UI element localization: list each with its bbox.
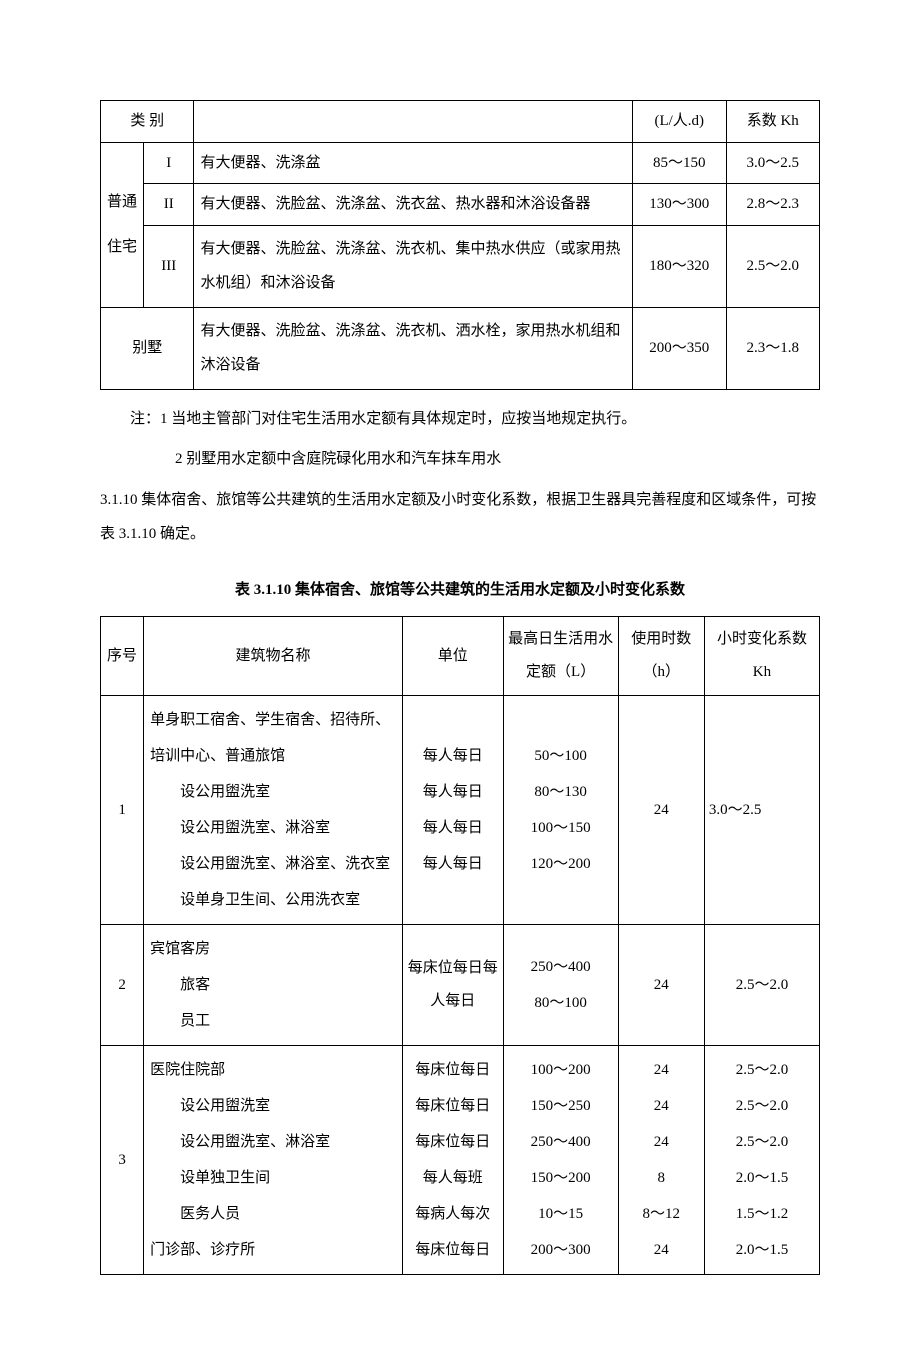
villa-label: 别墅 <box>101 307 194 389</box>
building-names: 医院住院部 设公用盥洗室 设公用盥洗室、淋浴室 设单独卫生间 医务人员 门诊部、… <box>144 1046 403 1275</box>
quota-cell: 130～300 <box>633 184 726 226</box>
header-quota: (L/人.d) <box>633 101 726 143</box>
quota-cell: 250～400 80～100 <box>503 925 618 1046</box>
header-kh: 系数 Kh <box>726 101 819 143</box>
kh-cell: 2.8～2.3 <box>726 184 819 226</box>
hours-cell: 24 <box>618 696 704 925</box>
table-2-title: 表 3.1.10 集体宿舍、旅馆等公共建筑的生活用水定额及小时变化系数 <box>100 576 820 605</box>
header-no: 序号 <box>101 617 144 696</box>
kh-cell: 2.5～2.0 <box>704 925 819 1046</box>
hours-cell: 24 <box>618 925 704 1046</box>
table-row: 普通住宅 I 有大便器、洗涤盆 85～150 3.0～2.5 <box>101 142 820 184</box>
unit-cell: 每床位每日 每床位每日 每床位每日 每人每班 每病人每次 每床位每日 <box>402 1046 503 1275</box>
note-1: 注：1 当地主管部门对住宅生活用水定额有具体规定时，应按当地规定执行。 <box>100 402 820 437</box>
quota-cell: 200～350 <box>633 307 726 389</box>
header-category: 类 别 <box>101 101 194 143</box>
level-cell: II <box>144 184 194 226</box>
kh-cell: 3.0～2.5 <box>704 696 819 925</box>
kh-cell: 2.5～2.0 <box>726 225 819 307</box>
quota-cell: 100～200 150～250 250～400 150～200 10～15 20… <box>503 1046 618 1275</box>
header-hours: 使用时数（h） <box>618 617 704 696</box>
desc-cell: 有大便器、洗脸盆、洗涤盆、洗衣机、洒水栓，家用热水机组和沐浴设备 <box>194 307 633 389</box>
kh-cell: 2.3～1.8 <box>726 307 819 389</box>
row-no: 2 <box>101 925 144 1046</box>
header-kh: 小时变化系数 Kh <box>704 617 819 696</box>
level-cell: III <box>144 225 194 307</box>
desc-cell: 有大便器、洗脸盆、洗涤盆、洗衣机、集中热水供应（或家用热水机组）和沐浴设备 <box>194 225 633 307</box>
group-label: 普通住宅 <box>101 142 144 307</box>
row-no: 3 <box>101 1046 144 1275</box>
table-row: II 有大便器、洗脸盆、洗涤盆、洗衣盆、热水器和沐浴设备器 130～300 2.… <box>101 184 820 226</box>
table-residential-water-quota: 类 别 (L/人.d) 系数 Kh 普通住宅 I 有大便器、洗涤盆 85～150… <box>100 100 820 390</box>
row-no: 1 <box>101 696 144 925</box>
building-names: 单身职工宿舍、学生宿舍、招待所、 培训中心、普通旅馆 设公用盥洗室 设公用盥洗室… <box>144 696 403 925</box>
hours-cell: 24 24 24 8 8～12 24 <box>618 1046 704 1275</box>
quota-cell: 50～100 80～130 100～150 120～200 <box>503 696 618 925</box>
table-row: III 有大便器、洗脸盆、洗涤盆、洗衣机、集中热水供应（或家用热水机组）和沐浴设… <box>101 225 820 307</box>
table-row: 2 宾馆客房 旅客 员工 每床位每日每人每日 250～400 80～100 24… <box>101 925 820 1046</box>
table-header-row: 序号 建筑物名称 单位 最高日生活用水定额（L） 使用时数（h） 小时变化系数 … <box>101 617 820 696</box>
header-unit: 单位 <box>402 617 503 696</box>
table-public-building-water-quota: 序号 建筑物名称 单位 最高日生活用水定额（L） 使用时数（h） 小时变化系数 … <box>100 616 820 1275</box>
header-desc <box>194 101 633 143</box>
header-quota: 最高日生活用水定额（L） <box>503 617 618 696</box>
table-row: 1 单身职工宿舍、学生宿舍、招待所、 培训中心、普通旅馆 设公用盥洗室 设公用盥… <box>101 696 820 925</box>
unit-cell: 每床位每日每人每日 <box>402 925 503 1046</box>
table-row: 3 医院住院部 设公用盥洗室 设公用盥洗室、淋浴室 设单独卫生间 医务人员 门诊… <box>101 1046 820 1275</box>
kh-cell: 3.0～2.5 <box>726 142 819 184</box>
note-2: 2 别墅用水定额中含庭院碌化用水和汽车抹车用水 <box>100 442 820 477</box>
desc-cell: 有大便器、洗脸盆、洗涤盆、洗衣盆、热水器和沐浴设备器 <box>194 184 633 226</box>
table-header-row: 类 别 (L/人.d) 系数 Kh <box>101 101 820 143</box>
section-3-1-10: 3.1.10 集体宿舍、旅馆等公共建筑的生活用水定额及小时变化系数，根据卫生器具… <box>100 483 820 552</box>
desc-cell: 有大便器、洗涤盆 <box>194 142 633 184</box>
kh-cell: 2.5～2.0 2.5～2.0 2.5～2.0 2.0～1.5 1.5～1.2 … <box>704 1046 819 1275</box>
quota-cell: 85～150 <box>633 142 726 184</box>
quota-cell: 180～320 <box>633 225 726 307</box>
table-row: 别墅 有大便器、洗脸盆、洗涤盆、洗衣机、洒水栓，家用热水机组和沐浴设备 200～… <box>101 307 820 389</box>
building-names: 宾馆客房 旅客 员工 <box>144 925 403 1046</box>
header-building: 建筑物名称 <box>144 617 403 696</box>
unit-cell: 每人每日 每人每日 每人每日 每人每日 <box>402 696 503 925</box>
level-cell: I <box>144 142 194 184</box>
